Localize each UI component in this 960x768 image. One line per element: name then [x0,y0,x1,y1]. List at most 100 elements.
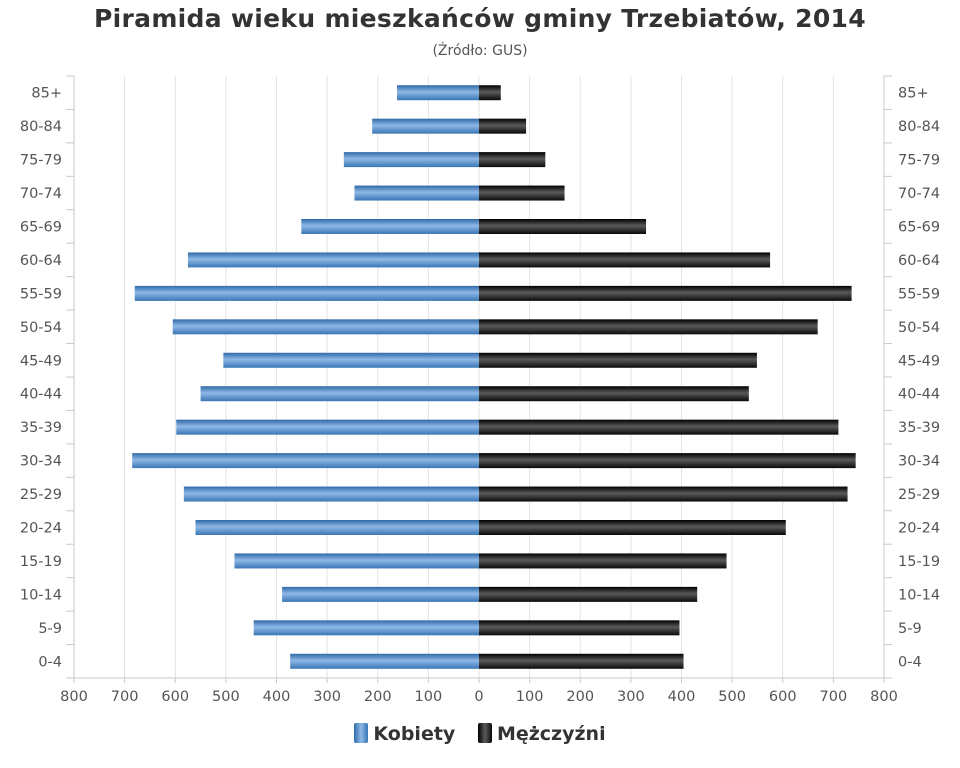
bar-mezczyzni[interactable] [479,453,856,469]
bar-kobiety[interactable] [200,386,479,402]
bar-mezczyzni[interactable] [479,285,852,301]
x-tick-label: 100 [415,689,443,705]
bar-mezczyzni[interactable] [479,520,786,535]
bar-kobiety[interactable] [223,352,479,368]
legend-swatch-kobiety [354,722,369,743]
axes [66,75,892,683]
bar-kobiety[interactable] [354,185,479,201]
bar-mezczyzni[interactable] [479,152,546,168]
y-tick-label-right: 60-64 [898,253,940,269]
x-tick-label: 400 [263,689,291,705]
bar-mezczyzni[interactable] [479,118,527,134]
bar-mezczyzni[interactable] [479,185,565,201]
y-tick-label-left: 35-39 [20,420,62,436]
bar-mezczyzni[interactable] [479,653,684,669]
y-tick-label-right: 65-69 [898,220,940,236]
bar-mezczyzni[interactable] [479,219,647,234]
y-tick-label-right: 10-14 [898,587,940,603]
bar-mezczyzni[interactable] [479,419,839,435]
bar-kobiety[interactable] [195,520,480,535]
legend-label-mezczyzni: Mężczyźni [496,722,606,745]
x-tick-label: 200 [364,689,392,705]
bar-kobiety[interactable] [234,553,479,569]
chart-title: Piramida wieku mieszkańców gminy Trzebia… [94,4,866,33]
y-tick-label-left: 80-84 [20,119,62,135]
bar-kobiety[interactable] [187,252,479,268]
bar-mezczyzni[interactable] [479,386,749,402]
bar-mezczyzni[interactable] [479,586,698,602]
x-tick-label: 800 [870,689,898,705]
tick-labels: 800 700 600 500 400 300 200 100 0 100 200 300 400 500… [20,86,940,705]
y-tick-label-left: 45-49 [20,353,62,369]
bar-kobiety[interactable] [396,85,479,101]
x-tick-label: 700 [111,689,139,705]
y-tick-label-left: 85+ [31,86,62,102]
chart-subtitle: (Źródło: GUS) [432,43,528,59]
y-tick-label-left: 40-44 [20,387,62,403]
y-tick-label-right: 35-39 [898,420,940,436]
x-tick-label: 600 [769,689,797,705]
y-tick-label-left: 75-79 [20,153,62,169]
y-tick-label-left: 60-64 [20,253,62,269]
x-tick-label: 400 [668,689,696,705]
y-tick-label-right: 25-29 [898,487,940,503]
y-tick-label-right: 45-49 [898,353,940,369]
y-tick-label-right: 0-4 [898,654,922,670]
bar-kobiety[interactable] [176,419,479,435]
y-tick-label-right: 75-79 [898,153,940,169]
bar-kobiety[interactable] [172,319,479,335]
bar-mezczyzni[interactable] [479,319,818,335]
y-tick-label-left: 50-54 [20,320,62,336]
y-tick-label-left: 25-29 [20,487,62,503]
bar-kobiety[interactable] [183,486,479,502]
bar-mezczyzni[interactable] [479,486,848,502]
y-tick-label-right: 40-44 [898,387,940,403]
bar-mezczyzni[interactable] [479,252,771,268]
bars [132,85,856,669]
y-tick-label-right: 30-34 [898,454,940,470]
bar-kobiety[interactable] [290,653,479,669]
bar-mezczyzni[interactable] [479,620,680,636]
y-tick-label-right: 55-59 [898,286,940,302]
bar-mezczyzni[interactable] [479,85,501,101]
y-tick-label-right: 20-24 [898,521,940,537]
bar-kobiety[interactable] [134,285,479,301]
y-tick-label-left: 65-69 [20,220,62,236]
x-tick-label: 300 [617,689,645,705]
y-tick-label-left: 15-19 [20,554,62,570]
bar-kobiety[interactable] [343,152,479,168]
y-tick-label-left: 70-74 [20,186,62,202]
bar-kobiety[interactable] [253,620,479,636]
y-tick-label-right: 15-19 [898,554,940,570]
bar-kobiety[interactable] [372,118,479,134]
bar-kobiety[interactable] [132,453,479,469]
x-tick-label: 600 [161,689,189,705]
bar-mezczyzni[interactable] [479,352,757,368]
bar-mezczyzni[interactable] [479,553,727,569]
x-tick-label: 500 [718,689,746,705]
y-tick-label-left: 5-9 [38,621,62,637]
x-tick-label: 100 [516,689,544,705]
y-tick-label-left: 55-59 [20,286,62,302]
x-tick-label: 300 [313,689,341,705]
y-tick-label-left: 0-4 [38,654,62,670]
x-tick-label: 700 [820,689,848,705]
bar-kobiety[interactable] [282,586,479,602]
y-tick-label-right: 80-84 [898,119,940,135]
x-tick-label: 0 [474,689,483,705]
y-tick-label-left: 30-34 [20,454,62,470]
y-tick-label-right: 50-54 [898,320,940,336]
y-tick-label-left: 10-14 [20,587,62,603]
legend-item-mezczyzni[interactable]: Mężczyźni [477,722,606,745]
bar-kobiety[interactable] [301,219,479,234]
x-tick-label: 200 [566,689,594,705]
legend-item-kobiety[interactable]: Kobiety [354,722,456,745]
x-tick-label: 500 [212,689,240,705]
legend-label-kobiety: Kobiety [373,722,456,745]
y-tick-label-right: 85+ [898,86,929,102]
x-tick-label: 800 [60,689,88,705]
legend-swatch-mezczyzni [477,722,492,743]
y-tick-label-right: 70-74 [898,186,940,202]
legend: Kobiety Mężczyźni [0,722,960,745]
